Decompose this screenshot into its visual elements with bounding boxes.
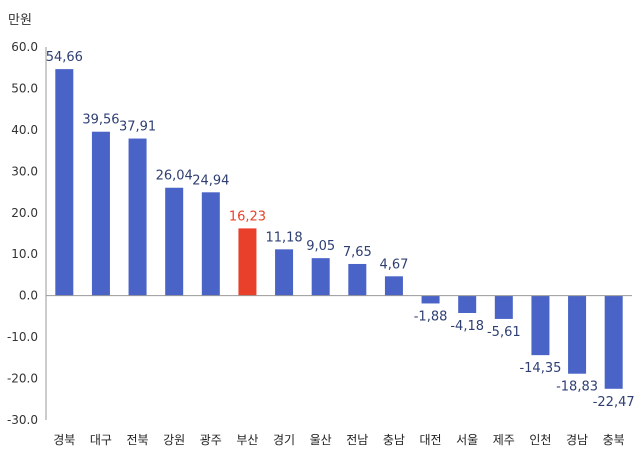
y-tick-label: -20.0: [7, 372, 38, 386]
data-label-대구: 39,56: [82, 113, 119, 128]
x-label-제주: 제주: [493, 433, 515, 447]
bar-강원: [165, 187, 184, 296]
data-label-충북: -22,47: [593, 395, 635, 410]
y-tick-label: 30.0: [11, 164, 38, 178]
bar-서울: [458, 295, 477, 313]
x-label-전북: 전북: [127, 433, 149, 447]
x-label-경기: 경기: [273, 433, 295, 447]
bar-대구: [91, 131, 110, 296]
data-label-울산: 9,05: [306, 239, 335, 254]
data-label-인천: -14,35: [519, 361, 561, 376]
x-label-울산: 울산: [310, 433, 332, 447]
y-tick-label: 10.0: [11, 247, 38, 261]
bar-경기: [275, 249, 294, 296]
bar-광주: [201, 192, 220, 296]
x-label-충남: 충남: [383, 433, 405, 447]
x-label-대전: 대전: [420, 433, 442, 447]
y-axis-ticks: 60.0 50.0 40.0 30.0 20.0 10.0 0.0 -10.0 -20.0 -30…: [7, 40, 38, 427]
x-label-강원: 강원: [163, 433, 185, 447]
data-label-경남: -18,83: [556, 380, 598, 395]
data-label-서울: -4,18: [450, 319, 484, 334]
x-label-경남: 경남: [566, 433, 588, 447]
bar-충남: [384, 276, 403, 296]
bar-부산: [238, 228, 257, 296]
x-label-부산: 부산: [236, 433, 258, 447]
data-label-광주: 24,94: [192, 173, 229, 188]
data-label-전남: 7,65: [343, 245, 372, 260]
x-label-충북: 충북: [603, 433, 625, 447]
bar-경북: [55, 69, 74, 296]
x-label-대구: 대구: [90, 433, 112, 447]
bar-전북: [128, 138, 147, 296]
y-tick-label: 20.0: [11, 206, 38, 220]
y-tick-label: 40.0: [11, 123, 38, 137]
bar-전남: [348, 263, 367, 296]
data-label-충남: 4,67: [379, 257, 408, 272]
data-label-강원: 26,04: [156, 169, 193, 184]
data-label-경기: 11,18: [265, 230, 302, 245]
x-label-경북: 경북: [53, 433, 75, 447]
bar-제주: [494, 295, 513, 319]
bar-경남: [568, 295, 587, 374]
bar-대전: [421, 295, 440, 304]
y-tick-label: 0.0: [19, 289, 38, 303]
data-label-경북: 54,66: [46, 50, 83, 65]
x-label-인천: 인천: [529, 432, 551, 447]
y-tick-label: 50.0: [11, 81, 38, 95]
y-tick-label: -10.0: [7, 330, 38, 344]
data-label-부산: 16,23: [229, 209, 266, 224]
x-label-광주: 광주: [200, 433, 222, 447]
x-label-서울: 서울: [456, 433, 478, 447]
data-label-제주: -5,61: [487, 325, 521, 340]
data-labels: 54,66 39,56 37,91 26,04 24,94 16,23 11,18 9,05 7…: [46, 50, 635, 410]
data-label-전북: 37,91: [119, 120, 156, 135]
bar-인천: [531, 295, 550, 356]
bar-충북: [604, 295, 623, 389]
unit-label: 만원: [8, 13, 32, 28]
y-tick-label: -30.0: [7, 413, 38, 427]
x-axis-labels: 경북 대구 전북 강원 광주 부산 경기 울산 전남 충남 대전 서울 제주 인천 경남 충북: [53, 432, 624, 447]
data-label-대전: -1,88: [414, 309, 448, 324]
bars: [55, 69, 623, 389]
bar-울산: [311, 258, 330, 296]
x-label-전남: 전남: [346, 433, 368, 447]
y-tick-label: 60.0: [11, 40, 38, 54]
